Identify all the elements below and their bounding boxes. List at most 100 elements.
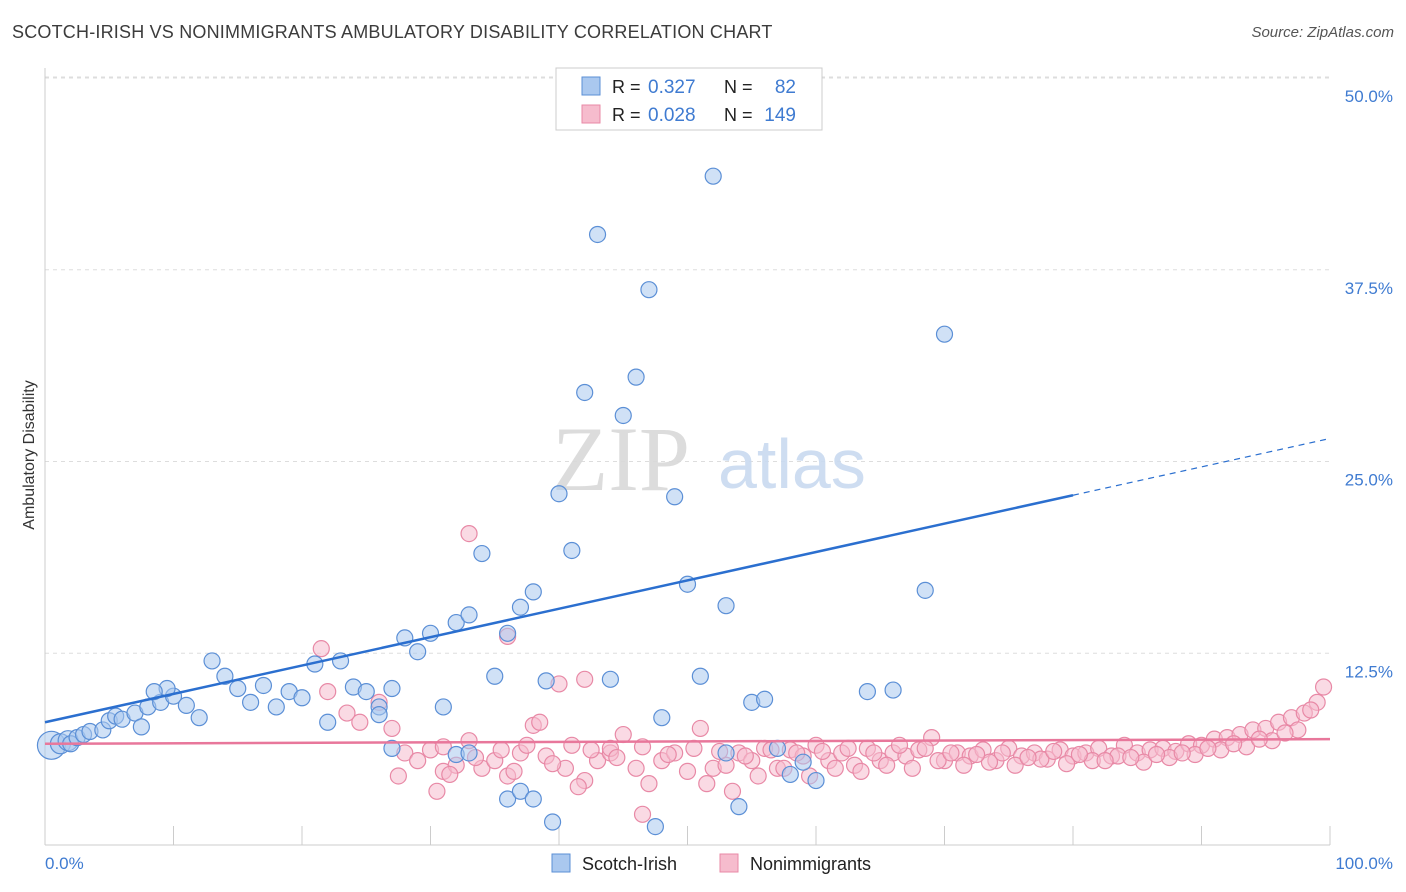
axes [44,68,1331,846]
y-tick-label: 25.0% [1345,471,1393,490]
legend-label-nonimmigrants: Nonimmigrants [750,854,871,874]
pink-point [428,782,446,800]
pink-point [865,744,883,762]
pink-point [383,719,401,738]
blue-point [730,798,748,816]
blue-point [884,681,902,699]
blue-point [293,689,311,707]
blue-point [460,606,478,624]
legend-n-label: N = [724,105,753,125]
pink-point [916,739,934,757]
legend-swatch-pink [581,104,601,124]
pink-point [929,752,947,770]
pink-point [852,762,870,780]
blue-point [460,744,478,762]
pink-point [531,713,549,731]
x-tick-label-min: 0.0% [45,854,84,873]
blue-point [132,718,150,736]
pink-point [1019,748,1037,767]
y-tick-label: 12.5% [1345,662,1393,681]
y-tick-label: 50.0% [1345,87,1393,106]
pink-point [543,755,562,773]
pink-point [627,759,645,777]
pink-point [608,748,626,767]
blue-point [646,817,664,836]
pink-point [1199,739,1217,757]
nonimmigrants-trend-line [44,737,1331,746]
pink-point [441,765,459,784]
scotch-irish-trend-line [44,494,1074,724]
blue-point [511,782,530,800]
pink-point [1276,724,1294,742]
legend-n-value: 149 [764,105,796,126]
blue-point [190,709,208,727]
blue-point [499,624,517,642]
blue-point [858,682,877,701]
gridlines [45,76,1330,654]
pink-point [955,756,973,774]
blue-point [370,706,388,724]
legend-r-label: R = [612,105,641,125]
legend-n-label: N = [724,77,753,97]
pink-point [576,670,594,688]
pink-point [968,745,986,764]
chart-title: SCOTCH-IRISH VS NONIMMIGRANTS AMBULATORY… [12,22,773,42]
blue-point [601,670,620,688]
legend-series: Scotch-Irish Nonimmigrants [551,853,871,874]
pink-point [1045,742,1063,761]
blue-point [216,667,234,685]
pink-point [698,775,716,793]
legend-swatch-blue [581,76,601,96]
pink-point [993,744,1011,762]
blue-point [781,765,799,784]
legend-r-value: 0.028 [648,105,696,126]
pink-point [351,713,369,731]
scotch-irish-points [36,167,954,836]
pink-point [1122,748,1140,767]
blue-point [537,672,555,690]
pink-point [563,736,581,754]
blue-point [511,598,530,616]
blue-point [473,544,491,563]
pink-point [878,756,896,774]
scotch-irish-trend-extension [1072,437,1331,496]
pink-point [1057,755,1076,773]
watermark: ZIP atlas [552,408,866,510]
legend-n-value: 82 [775,77,796,98]
trend-lines [44,437,1331,746]
blue-point [916,581,934,599]
pink-point [338,704,356,722]
blue-point [717,597,735,615]
blue-point [254,676,273,695]
blue-point [524,583,542,601]
blue-point [691,667,709,685]
blue-point [755,690,774,708]
legend-swatch-scotch-irish [551,853,571,873]
pink-point [614,725,632,744]
pink-point [312,640,330,658]
pink-point [1096,752,1114,770]
pink-point [518,736,536,754]
blue-point [640,281,658,299]
pink-point [492,741,510,759]
pink-point [389,767,407,785]
legend-swatch-nonimmigrants [719,853,739,873]
blue-point [614,406,632,425]
pink-point [1070,745,1089,764]
pink-point [903,759,921,777]
blue-point [666,488,684,506]
blue-point [499,790,517,808]
tick-labels: 12.5% 25.0% 37.5% 50.0% 0.0% 100.0% [45,87,1393,873]
pink-point [685,739,703,757]
blue-point [383,739,401,757]
blue-point [229,679,247,698]
blue-point [524,790,542,808]
pink-point [691,719,709,738]
pink-point [319,682,337,701]
pink-point [942,744,960,762]
pink-point [839,739,857,757]
pink-point [1147,745,1166,764]
y-tick-label: 37.5% [1345,279,1393,298]
pink-point [678,762,697,780]
blue-point [434,698,452,716]
